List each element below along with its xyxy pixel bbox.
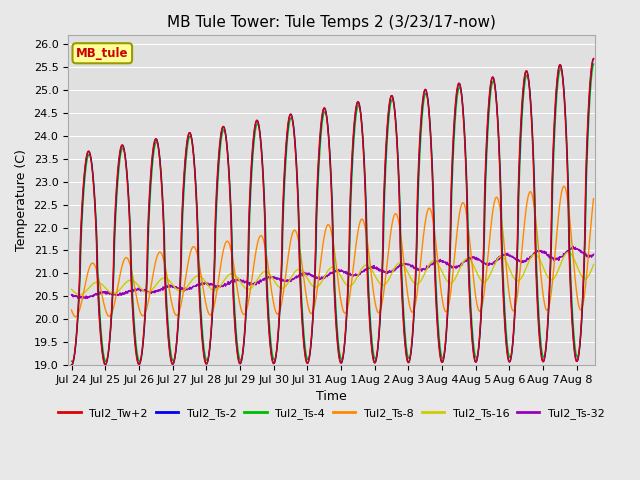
Legend: Tul2_Tw+2, Tul2_Ts-2, Tul2_Ts-4, Tul2_Ts-8, Tul2_Ts-16, Tul2_Ts-32: Tul2_Tw+2, Tul2_Ts-2, Tul2_Ts-4, Tul2_Ts… [54, 404, 609, 423]
Text: MB_tule: MB_tule [76, 47, 129, 60]
Title: MB Tule Tower: Tule Temps 2 (3/23/17-now): MB Tule Tower: Tule Temps 2 (3/23/17-now… [167, 15, 496, 30]
Y-axis label: Temperature (C): Temperature (C) [15, 149, 28, 251]
X-axis label: Time: Time [316, 390, 347, 403]
